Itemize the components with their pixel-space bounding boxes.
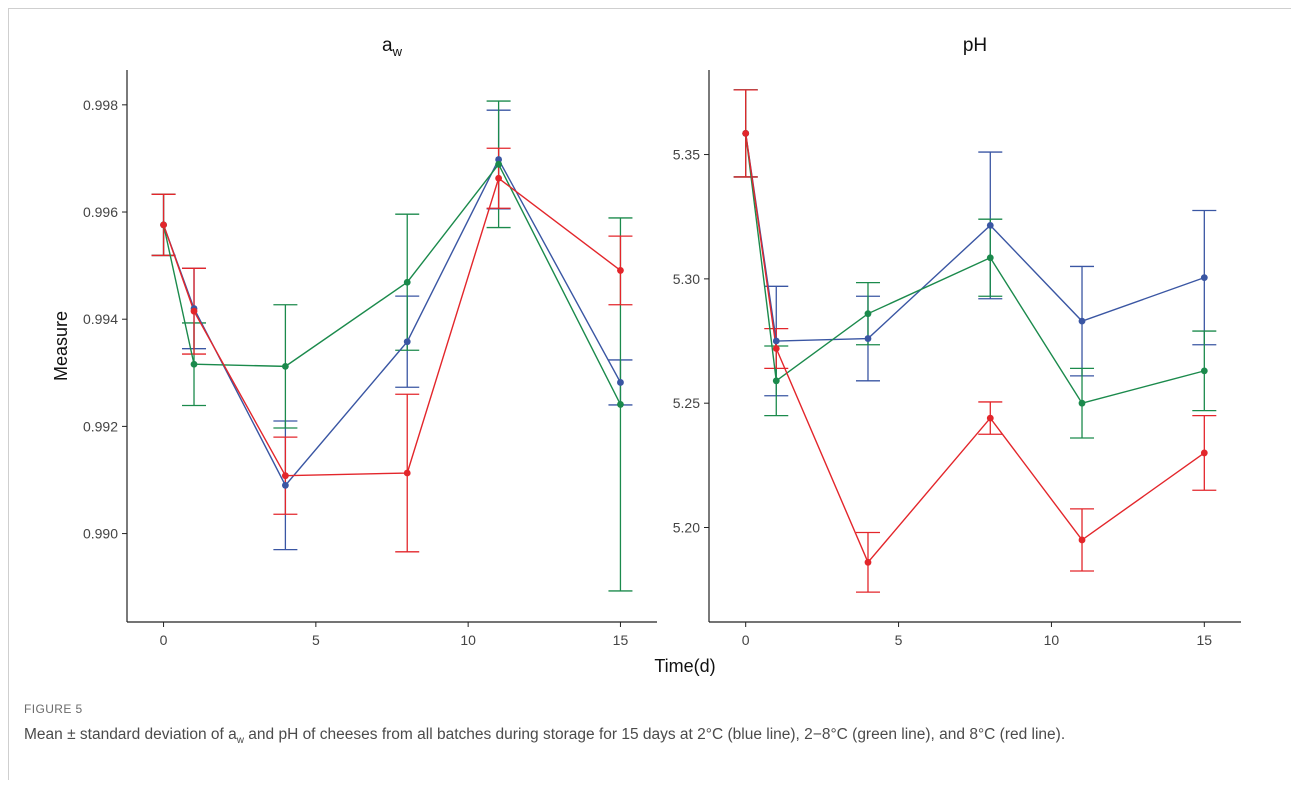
panel-title-subscript: w [392,44,403,59]
x-tick-label: 15 [613,632,629,648]
data-point-red [1200,449,1208,457]
figure-label: FIGURE 5 [24,702,83,716]
x-tick-label: 15 [1197,632,1213,648]
data-point-green [864,310,872,318]
series-blue [151,109,633,551]
series-green [151,100,633,592]
x-tick-label: 0 [160,632,168,648]
y-tick-label: 0.992 [83,418,118,434]
series-line-blue [744,133,1205,342]
x-axis-label: Time(d) [654,656,715,676]
y-tick-label: 5.35 [673,147,700,163]
data-point-green [281,362,289,370]
data-point-green [772,377,780,385]
y-tick-label: 5.25 [673,395,700,411]
data-point-blue [864,335,872,342]
data-point-blue [772,337,780,345]
data-point-red [281,472,289,480]
y-tick-label: 0.990 [83,526,118,542]
data-point-red [617,267,624,274]
data-point-red [495,174,503,182]
data-point-red [190,307,198,315]
data-point-blue [495,156,503,163]
y-tick-label: 5.20 [673,520,700,536]
figure-frame-left [8,8,9,780]
series-red [733,89,1217,593]
y-tick-label: 0.994 [83,311,118,327]
series-line-red [162,177,621,477]
data-point-green [986,254,994,262]
series-line-green [744,133,1205,404]
panel-1: aw 0.990 0.992 0.994 0.996 0.998 0 5 10 15 [83,35,657,648]
panel-title: aw [382,35,403,59]
data-point-red [1078,536,1086,544]
data-point-red [772,345,780,352]
data-point-green [1078,399,1086,407]
x-tick-label: 5 [312,632,320,648]
figure-caption: Mean ± standard deviation of aw and pH o… [24,724,1264,752]
data-point-green [495,160,503,168]
data-point-green [403,278,411,286]
y-tick-label: 0.996 [83,204,118,220]
data-point-blue [403,338,411,346]
figure-frame-top [8,8,1291,9]
data-point-red [160,221,167,229]
data-point-blue [1200,274,1208,282]
y-axis-label: Measure [51,311,71,381]
data-point-green [617,401,624,408]
panel-title-main: a [382,35,393,56]
chart-svg: aw 0.990 0.992 0.994 0.996 0.998 0 5 10 15 pH 5.20 5… [51,35,1241,676]
data-point-red [403,469,411,477]
series-blue [733,89,1217,397]
caption-subscript: w [236,735,244,747]
data-point-green [1200,367,1208,375]
data-point-blue [281,481,289,489]
panel-title: pH [963,35,987,56]
data-point-red [986,414,994,422]
series-line-red [744,133,1205,564]
x-tick-label: 0 [742,632,750,648]
y-tick-label: 5.30 [673,271,700,287]
panel-2: pH 5.20 5.25 5.30 5.35 0 5 10 15 [673,35,1241,648]
data-point-blue [1078,317,1086,325]
series-green [733,89,1217,439]
data-point-blue [986,222,994,229]
series-line-green [162,163,622,405]
data-point-red [742,130,750,137]
x-tick-label: 5 [895,632,903,648]
y-tick-label: 0.998 [83,97,118,113]
panel-title-main: pH [963,35,987,56]
caption-text-2: and pH of cheeses from all batches durin… [243,726,1066,743]
x-tick-label: 10 [1044,632,1060,648]
data-point-blue [617,379,624,386]
series-red [151,147,633,553]
data-point-red [864,558,872,566]
data-point-green [190,360,198,368]
caption-text-1: Mean ± standard deviation of a [24,726,237,743]
series-line-blue [162,157,622,487]
x-tick-label: 10 [460,632,476,648]
